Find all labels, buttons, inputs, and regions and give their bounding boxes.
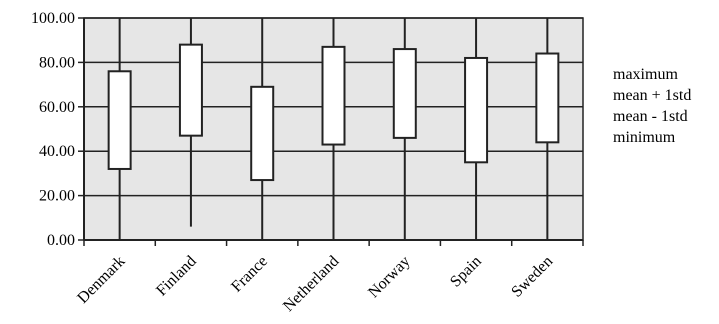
legend-item-minimum: minimum xyxy=(613,129,676,146)
legend-item-mean-plus-std: mean + 1std xyxy=(613,87,692,104)
axes xyxy=(78,17,584,246)
y-tick-label: 40.00 xyxy=(39,143,75,160)
box-finland xyxy=(178,43,203,137)
x-label-denmark: Denmark xyxy=(74,253,128,307)
x-label-norway: Norway xyxy=(365,253,413,301)
x-tick-labels: Denmark Finland France Netherland Norway Spai… xyxy=(74,253,556,315)
y-tick-label: 60.00 xyxy=(39,99,75,116)
legend-item-maximum: maximum xyxy=(613,66,678,83)
box-netherland xyxy=(321,45,346,146)
x-label-spain: Spain xyxy=(447,253,485,291)
box-denmark xyxy=(107,70,132,170)
x-label-france: France xyxy=(228,253,271,296)
y-tick-label: 80.00 xyxy=(39,54,75,71)
x-label-netherland: Netherland xyxy=(280,253,342,315)
y-tick-label: 0.00 xyxy=(47,232,75,249)
x-label-finland: Finland xyxy=(153,253,200,300)
y-tick-label: 100.00 xyxy=(31,10,75,27)
x-label-sweden: Sweden xyxy=(508,253,556,301)
boxes xyxy=(107,43,560,182)
box-sweden xyxy=(535,52,560,144)
y-tick-labels: 0.00 20.00 40.00 60.00 80.00 100.00 xyxy=(31,10,75,249)
box-norway xyxy=(392,48,417,139)
legend: maximum mean + 1std mean - 1std minimum xyxy=(613,64,691,148)
y-tick-label: 20.00 xyxy=(39,188,75,205)
legend-item-mean-minus-std: mean - 1std xyxy=(613,108,688,125)
box-spain xyxy=(464,56,489,164)
box-france xyxy=(250,85,275,182)
